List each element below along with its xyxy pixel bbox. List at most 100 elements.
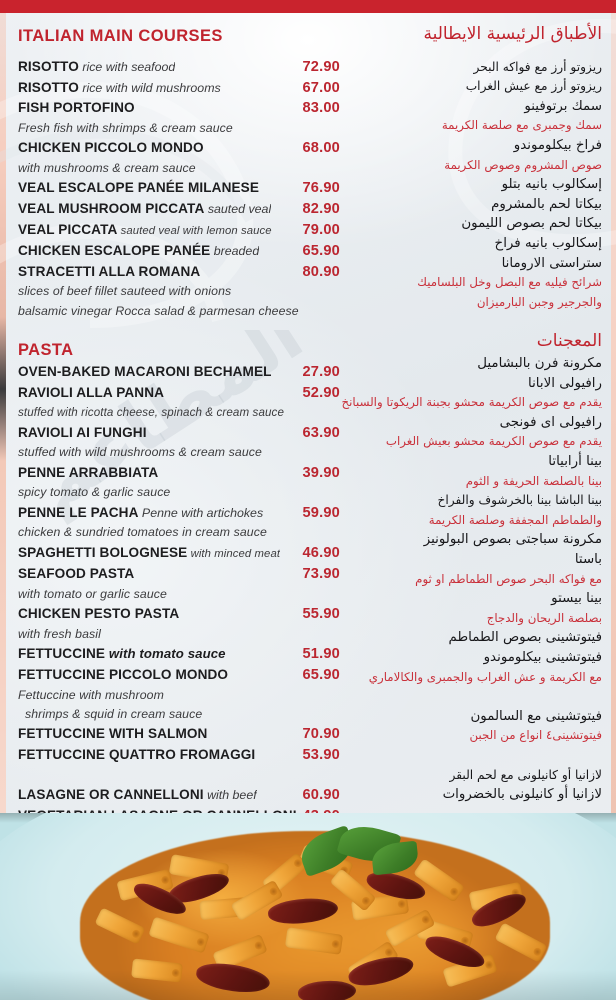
menu-item-name-arabic: بصلصة الريحان والدجاج	[486, 610, 602, 625]
menu-item-name: FETTUCCINE QUATTRO FROMAGGI	[18, 745, 255, 765]
menu-item-row: PENNE ARRABBIATA 39.90	[18, 463, 340, 484]
menu-item-description: Penne with artichokes	[138, 505, 264, 520]
menu-item-row: CHICKEN PESTO PASTA 55.90	[18, 604, 340, 625]
menu-item-price: 67.00	[302, 79, 340, 96]
menu-item-row: SEAFOOD PASTA 73.90	[18, 564, 340, 585]
menu-item-title: RAVIOLI AI FUNGHI	[18, 424, 147, 440]
menu-item-subdescription: slices of beef fillet sauteed with onion…	[18, 284, 232, 299]
menu-item-title: FETTUCCINE WITH SALMON	[18, 726, 208, 742]
menu-item-price: 51.90	[302, 646, 340, 663]
menu-item-subdescription: balsamic vinegar Rocca salad & parmesan …	[18, 303, 299, 318]
menu-item-price: 59.90	[302, 504, 340, 521]
menu-item-name-arabic: مع فواكه البحر صوص الطماطم او ثوم	[415, 571, 602, 586]
menu-item-name: CHICKEN PICCOLO MONDO	[18, 138, 204, 158]
menu-item-subdescription: with tomato or garlic sauce	[18, 587, 167, 602]
menu-item-title: FETTUCCINE PICCOLO MONDO	[18, 667, 229, 683]
menu-column-arabic: الأطباق الرئيسية الايطالية ريزوتو أرز مع …	[341, 13, 603, 805]
menu-item-price: 60.90	[302, 787, 340, 804]
menu-item-row: FETTUCCINE WITH SALMON 70.90	[18, 724, 340, 745]
menu-item-name: PENNE ARRABBIATA	[18, 463, 158, 483]
menu-item-description: sauted veal with lemon sauce	[117, 224, 272, 237]
menu-item-name: OVEN-BAKED MACARONI BECHAMEL	[18, 362, 272, 382]
menu-item-row: VEAL PICCATA sauted veal with lemon sauc…	[18, 220, 340, 242]
menu-item-name-arabic: يقدم مع صوص الكريمة محشو بجبنة الريكوتا …	[341, 395, 602, 410]
menu-item-price: 80.90	[302, 263, 340, 280]
menu-item-subdescription: spicy tomato & garlic sauce	[18, 485, 171, 500]
menu-item-description: with tomato sauce	[105, 646, 226, 662]
menu-item-row: OVEN-BAKED MACARONI BECHAMEL 27.90	[18, 362, 340, 383]
menu-item-row: CHICKEN PICCOLO MONDO 68.00	[18, 138, 340, 159]
menu-item-name-arabic: بينا الباشا بينا بالخرشوف والفراخ	[437, 493, 602, 508]
menu-item-row: VEAL MUSHROOM PICCATA sauted veal 82.90	[18, 199, 340, 220]
menu-item-price: 65.90	[302, 667, 340, 684]
menu-item-title: PENNE LE PACHA	[18, 504, 139, 520]
menu-item-title: CHICKEN PESTO PASTA	[18, 606, 180, 622]
menu-item-name: SPAGHETTI BOLOGNESE with minced meat	[18, 543, 280, 565]
menu-item-name: CHICKEN ESCALOPE PANÉE breaded	[18, 241, 259, 262]
menu-item-name: VEAL MUSHROOM PICCATA sauted veal	[18, 199, 271, 220]
menu-item-row: FETTUCCINE with tomato sauce 51.90	[18, 644, 340, 665]
menu-item-price: 82.90	[302, 200, 340, 217]
menu-item-name: FETTUCCINE with tomato sauce	[18, 644, 226, 664]
menu-item-name-arabic: سمك وجمبرى مع صلصة الكريمة	[441, 118, 602, 133]
menu-item-subdescription: Fresh fish with shrimps & cream sauce	[18, 120, 233, 135]
menu-item-name-arabic: إسكالوب بانيه بتلو	[501, 177, 602, 193]
menu-item-subdescription: stuffed with wild mushrooms & cream sauc…	[18, 445, 262, 460]
menu-item-name-arabic: والجرجير وجبن البارميزان	[476, 294, 602, 309]
menu-item-price: 52.90	[302, 384, 340, 401]
menu-item-name-arabic: ريزوتو أرز مع عيش الغراب	[465, 79, 602, 94]
menu-item-description: with minced meat	[187, 547, 281, 560]
menu-item-name-arabic: مكرونة سباجتى بصوص البولونيز	[423, 532, 602, 548]
menu-item-name: VEAL ESCALOPE PANÉE MILANESE	[18, 178, 259, 198]
menu-item-subdescription: Fettuccine with mushroom	[18, 687, 164, 702]
menu-item-name-arabic: ريزوتو أرز مع فواكه البحر	[473, 59, 602, 74]
menu-item-row: FISH PORTOFINO 83.00	[18, 98, 340, 119]
menu-item-name-arabic: مكرونة فرن بالبشاميل	[477, 356, 602, 372]
menu-item-title: VEAL ESCALOPE PANÉE MILANESE	[18, 180, 259, 196]
menu-item-row: RAVIOLI ALLA PANNA 52.90	[18, 383, 340, 404]
menu-item-price: 72.90	[302, 59, 340, 76]
menu-item-row: STRACETTI ALLA ROMANA 80.90	[18, 262, 340, 283]
menu-item-price: 53.90	[302, 747, 340, 764]
menu-item-price: 63.90	[302, 424, 340, 441]
menu-item-row: PENNE LE PACHA Penne with artichokes 59.9…	[18, 503, 340, 524]
menu-item-name: CHICKEN PESTO PASTA	[18, 604, 179, 624]
menu-item-row: LASAGNE OR CANNELLONI with beef 60.90	[18, 785, 340, 806]
menu-item-subdescription: chicken & sundried tomatoes in cream sau…	[18, 525, 267, 540]
menu-item-price: 83.00	[302, 100, 340, 117]
page-left-edge	[0, 13, 6, 813]
menu-item-name-arabic: بينا أرابياتا	[548, 454, 602, 470]
menu-item-price: 73.90	[302, 566, 340, 583]
menu-item-subdescription: stuffed with ricotta cheese, spinach & c…	[18, 406, 284, 420]
page-right-edge	[611, 13, 616, 813]
section-heading-ar-italian-main-courses: الأطباق الرئيسية الايطالية	[423, 24, 602, 44]
menu-item-name: STRACETTI ALLA ROMANA	[18, 262, 200, 282]
menu-item-name-arabic: بينا بالصلصة الحريفة و الثوم	[465, 473, 602, 488]
menu-item-name-arabic: لازانيا أو كانيلونى مع لحم البقر	[449, 767, 603, 782]
menu-item-title: FETTUCCINE	[18, 646, 106, 662]
menu-item-row: FETTUCCINE QUATTRO FROMAGGI 53.90	[18, 745, 340, 766]
menu-item-name-arabic: شرائح فيليه مع البصل وخل البلساميك	[417, 275, 602, 290]
menu-item-title: LASAGNE OR CANNELLONI	[18, 787, 204, 803]
menu-item-row: RAVIOLI AI FUNGHI 63.90	[18, 423, 340, 444]
menu-item-title: SEAFOOD PASTA	[18, 566, 135, 582]
menu-item-row: FETTUCCINE PICCOLO MONDO 65.90	[18, 665, 340, 686]
menu-item-price: 65.90	[302, 243, 340, 260]
menu-item-name: FETTUCCINE WITH SALMON	[18, 724, 207, 744]
menu-item-subdescription: shrimps & squid in cream sauce	[25, 707, 203, 722]
menu-item-name: RISOTTO rice with seafood	[18, 57, 175, 78]
menu-item-name-arabic	[344, 687, 602, 707]
menu-item-name: PENNE LE PACHA Penne with artichokes	[18, 503, 263, 524]
menu-item-price: 55.90	[302, 606, 340, 623]
menu-item-name-arabic: فراخ بيكلوموندو	[513, 138, 602, 154]
menu-item-name: RAVIOLI AI FUNGHI	[18, 423, 147, 443]
menu-item-title: RISOTTO	[18, 79, 79, 95]
menu-item-name-arabic: يقدم مع صوص الكريمة محشو بعيش الغراب	[385, 434, 602, 449]
menu-item-name-arabic: صوص المشروم وصوص الكريمة	[444, 157, 602, 172]
menu-item-name-arabic: بيكاتا لحم بصوص الليمون	[461, 216, 602, 232]
section-spacer	[344, 746, 602, 766]
menu-item-row: CHICKEN ESCALOPE PANÉE breaded 65.90	[18, 241, 340, 262]
menu-item-title: STRACETTI ALLA ROMANA	[18, 263, 201, 279]
section-spacer	[18, 766, 340, 786]
